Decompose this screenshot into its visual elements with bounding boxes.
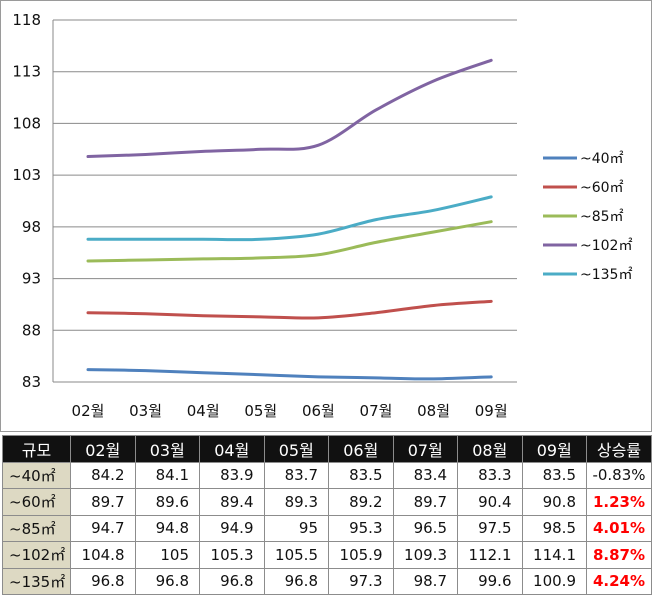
table-cell: 90.8 (521, 488, 587, 516)
data-table: 규모 02월 03월 04월 05월 06월 07월 08월 09월 상승률 ~… (2, 435, 652, 595)
table-cell: 96.8 (70, 567, 136, 595)
table-cell: 89.2 (328, 488, 394, 516)
table-cell: 96.5 (392, 514, 458, 542)
table-cell: 95.3 (328, 514, 394, 542)
row-label: ~85㎡ (2, 514, 71, 542)
y-tick-label: 108 (12, 114, 41, 132)
row-label: ~60㎡ (2, 488, 71, 516)
column-header: 02월 (70, 435, 136, 463)
table-cell: 89.6 (134, 488, 200, 516)
column-header: 06월 (328, 435, 394, 463)
x-tick-label: 06월 (302, 402, 335, 420)
table-cell: 96.8 (263, 567, 329, 595)
table-cell: 94.8 (134, 514, 200, 542)
table-cell: 84.1 (134, 461, 200, 489)
table-cell: 96.8 (199, 567, 265, 595)
table-row: ~60㎡ 89.7 89.6 89.4 89.3 89.2 89.7 90.4 90.8 1.23… (2, 488, 652, 516)
table-cell: 105.9 (328, 541, 394, 569)
table-row: ~102㎡ 104.8 105 105.3 105.5 105.9 109.3 112.1 11… (2, 541, 652, 569)
legend-label: ~85㎡ (580, 209, 624, 225)
table-cell: 89.4 (199, 488, 265, 516)
table-cell: 105.3 (199, 541, 265, 569)
column-header: 03월 (134, 435, 200, 463)
legend-label: ~60㎡ (580, 180, 624, 196)
table-cell: 83.5 (328, 461, 394, 489)
legend-label: ~102㎡ (580, 238, 632, 254)
table-header-row: 규모 02월 03월 04월 05월 06월 07월 08월 09월 상승률 (2, 435, 652, 463)
growth-rate-cell: 1.23% (586, 488, 652, 516)
x-tick-label: 05월 (244, 402, 277, 420)
column-header-size: 규모 (2, 435, 71, 463)
legend-label: ~40㎡ (580, 151, 624, 167)
table-cell: 100.9 (521, 567, 587, 595)
series-line (86, 195, 493, 242)
growth-rate-cell: 8.87% (586, 541, 652, 569)
legend-label: ~135㎡ (580, 267, 632, 283)
y-tick-label: 93 (22, 270, 41, 288)
series-line (86, 220, 493, 263)
column-header-rate: 상승률 (586, 435, 652, 463)
table-cell: 99.6 (457, 567, 523, 595)
series-line (86, 368, 493, 381)
table-cell: 94.7 (70, 514, 136, 542)
y-tick-label: 113 (12, 63, 41, 81)
table-cell: 98.7 (392, 567, 458, 595)
y-tick-label: 88 (22, 321, 41, 339)
table-cell: 89.7 (70, 488, 136, 516)
x-tick-label: 09월 (475, 402, 508, 420)
y-tick-label: 118 (12, 11, 41, 29)
y-tick-label: 103 (12, 166, 41, 184)
y-tick-label: 83 (22, 373, 41, 391)
table-cell: 89.7 (392, 488, 458, 516)
table-cell: 94.9 (199, 514, 265, 542)
table-row: ~135㎡ 96.8 96.8 96.8 96.8 97.3 98.7 99.6 100.9 4.… (2, 567, 652, 595)
x-tick-label: 07월 (360, 402, 393, 420)
y-tick-label: 98 (22, 218, 41, 236)
table-cell: 90.4 (457, 488, 523, 516)
column-header: 04월 (199, 435, 265, 463)
row-label: ~135㎡ (2, 567, 71, 595)
column-header: 07월 (392, 435, 458, 463)
table-cell: 98.5 (521, 514, 587, 542)
x-tick-label: 04월 (187, 402, 220, 420)
series-line (86, 58, 493, 159)
table-cell: 95 (263, 514, 329, 542)
row-label: ~40㎡ (2, 461, 71, 489)
x-tick-label: 03월 (129, 402, 162, 420)
table-cell: 83.5 (521, 461, 587, 489)
table-cell: 112.1 (457, 541, 523, 569)
table-row: ~40㎡ 84.2 84.1 83.9 83.7 83.5 83.4 83.3 83.5 -0.8… (2, 461, 652, 489)
growth-rate-cell: -0.83% (586, 461, 652, 489)
chart-area: 83 88 93 98 103 108 113 118 02월 03월 04월 05월 06월 07월 08… (0, 0, 652, 432)
table-cell: 105 (134, 541, 200, 569)
column-header: 09월 (521, 435, 587, 463)
table-cell: 96.8 (134, 567, 200, 595)
line-chart: 83 88 93 98 103 108 113 118 02월 03월 04월 05월 06월 07월 08… (12, 11, 632, 420)
table-cell: 83.7 (263, 461, 329, 489)
table-cell: 83.4 (392, 461, 458, 489)
x-tick-label: 02월 (72, 402, 105, 420)
table-cell: 105.5 (263, 541, 329, 569)
x-tick-label: 08월 (417, 402, 450, 420)
series-line (86, 299, 493, 320)
table-cell: 104.8 (70, 541, 136, 569)
table-cell: 114.1 (521, 541, 587, 569)
table-cell: 84.2 (70, 461, 136, 489)
table-row: ~85㎡ 94.7 94.8 94.9 95 95.3 96.5 97.5 98.5 4.01% (2, 514, 652, 542)
growth-rate-cell: 4.24% (586, 567, 652, 595)
column-header: 08월 (457, 435, 523, 463)
table-cell: 97.3 (328, 567, 394, 595)
table-cell: 97.5 (457, 514, 523, 542)
table-cell: 83.9 (199, 461, 265, 489)
table-cell: 83.3 (457, 461, 523, 489)
table-cell: 109.3 (392, 541, 458, 569)
growth-rate-cell: 4.01% (586, 514, 652, 542)
table-cell: 89.3 (263, 488, 329, 516)
column-header: 05월 (263, 435, 329, 463)
row-label: ~102㎡ (2, 541, 71, 569)
